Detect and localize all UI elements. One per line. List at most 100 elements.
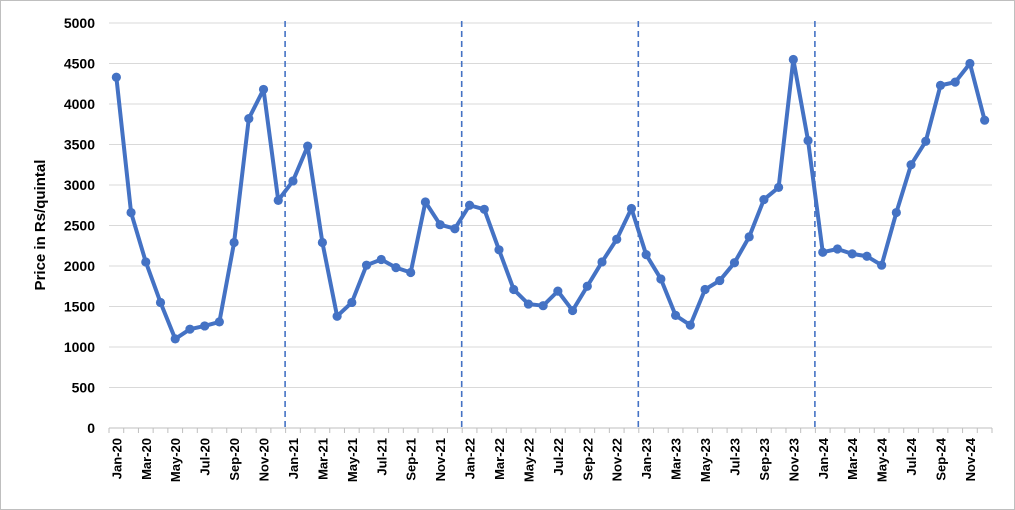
y-tick-label: 5000: [64, 15, 95, 31]
y-tick-label: 0: [87, 420, 95, 436]
data-point: [155, 297, 166, 308]
x-tick-label: Mar-23: [669, 438, 684, 480]
y-tick-label: 1000: [64, 339, 95, 355]
y-tick-label: 500: [72, 380, 96, 396]
x-tick-label: May-22: [521, 438, 536, 482]
data-point: [788, 54, 798, 65]
x-tick-label: Jul-23: [727, 438, 742, 476]
data-point: [950, 77, 960, 87]
axes: [108, 427, 993, 433]
x-tick-labels: Jan-20 Mar-20 May-20 Jul-20 Sep-20 Nov-20 Jan-…: [109, 437, 978, 482]
data-point: [406, 267, 416, 278]
data-point: [670, 310, 681, 321]
data-point: [729, 258, 740, 268]
x-tick-label: Mar-24: [845, 437, 860, 480]
x-tick-label: Jan-23: [639, 438, 654, 479]
y-tick-label: 3500: [64, 137, 95, 153]
data-point: [332, 311, 342, 321]
data-point: [244, 113, 254, 124]
x-tick-label: Sep-24: [933, 437, 948, 480]
data-point: [641, 250, 651, 260]
data-point: [891, 207, 901, 218]
data-point: [656, 274, 666, 284]
data-point: [258, 84, 269, 95]
x-tick-label: Jan-22: [463, 438, 478, 479]
data-point: [450, 224, 460, 234]
data-point: [111, 72, 121, 82]
data-point: [862, 251, 872, 261]
y-tick-label: 4500: [64, 56, 95, 72]
data-point: [921, 136, 931, 146]
x-tick-label: Nov-23: [786, 438, 801, 481]
data-point: [509, 284, 519, 295]
x-tick-label: Nov-22: [610, 438, 625, 481]
data-point: [597, 257, 607, 267]
x-tick-label: Jul-22: [551, 438, 566, 476]
data-point: [200, 321, 210, 331]
data-point: [376, 254, 386, 265]
x-tick-label: Jul-20: [198, 438, 213, 476]
x-tick-label: May-20: [168, 438, 183, 482]
x-tick-label: Sep-21: [404, 438, 419, 481]
y-tick-label: 2500: [64, 218, 95, 234]
x-tick-label: Jul-21: [374, 438, 389, 476]
data-point: [391, 263, 401, 273]
y-tick-label: 4000: [64, 96, 95, 112]
data-point: [774, 182, 784, 193]
data-point: [479, 204, 489, 214]
x-tick-label: Sep-22: [580, 438, 595, 481]
x-tick-label: May-23: [698, 438, 713, 482]
x-tick-label: Jan-20: [109, 438, 124, 479]
data-point: [847, 249, 857, 259]
data-point: [965, 58, 975, 69]
data-point: [523, 299, 534, 309]
data-point: [170, 334, 180, 344]
x-tick-label: Jul-24: [904, 437, 919, 475]
data-point: [626, 203, 637, 214]
x-tick-label: Nov-21: [433, 438, 448, 481]
data-point: [288, 176, 298, 186]
y-tick-labels: 0 500 1000 1500 2000 2500 3000 3500 4000 4500 5000: [64, 15, 95, 436]
data-point: [494, 245, 504, 255]
x-tick-label: May-21: [345, 438, 360, 482]
year-dividers: [284, 21, 816, 428]
data-point: [214, 317, 224, 327]
x-tick-label: Jan-21: [286, 438, 301, 479]
x-tick-label: Mar-21: [315, 438, 330, 480]
y-tick-label: 1500: [64, 299, 95, 315]
x-tick-label: Nov-20: [257, 438, 272, 481]
x-tick-label: Mar-22: [492, 438, 507, 480]
data-point: [935, 80, 946, 90]
data-point: [317, 237, 327, 248]
x-tick-label: Mar-20: [139, 438, 154, 480]
data-point: [273, 195, 283, 205]
data-point: [420, 197, 431, 207]
data-point: [347, 297, 357, 308]
data-point: [685, 320, 695, 330]
data-point: [464, 200, 475, 210]
x-tick-label: Nov-24: [963, 437, 978, 481]
data-point: [553, 286, 563, 296]
data-point: [435, 220, 445, 230]
gridlines: [109, 22, 992, 388]
x-tick-label: May-24: [875, 437, 890, 482]
data-point: [744, 232, 754, 242]
x-tick-label: Jan-24: [816, 437, 831, 479]
data-point: [906, 160, 916, 170]
data-point: [612, 234, 622, 244]
data-point: [980, 115, 990, 125]
series-line: [114, 57, 987, 341]
data-point: [877, 260, 887, 270]
data-point: [582, 281, 592, 291]
data-point: [141, 257, 151, 267]
y-tick-label: 3000: [64, 177, 95, 193]
data-point: [185, 324, 195, 334]
data-point: [361, 260, 372, 270]
data-point: [303, 141, 313, 151]
data-point: [538, 301, 548, 311]
y-tick-label: 2000: [64, 258, 95, 274]
data-point: [759, 194, 769, 205]
data-point: [715, 275, 725, 286]
y-axis-title: Price in Rs/quintal: [32, 160, 49, 291]
